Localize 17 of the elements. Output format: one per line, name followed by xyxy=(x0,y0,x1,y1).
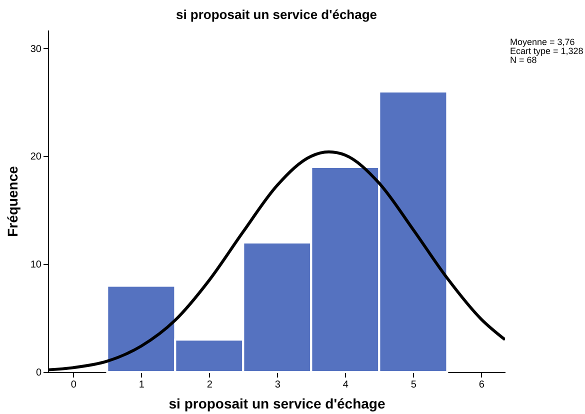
x-tick-label: 5 xyxy=(410,380,417,390)
x-tick-label: 1 xyxy=(138,380,145,390)
x-axis-title: si proposait un service d'échage xyxy=(168,396,386,412)
y-tick-label: 0 xyxy=(36,368,42,378)
y-tick-label: 30 xyxy=(30,44,42,55)
x-tick-label: 3 xyxy=(274,380,281,390)
y-tick-label: 20 xyxy=(30,152,42,163)
text: Ecart type = 1,328 xyxy=(510,46,584,56)
x-tick-label: 0 xyxy=(70,380,77,390)
x-tick-label: 6 xyxy=(478,380,485,390)
chart-title: si proposait un service d'échage xyxy=(176,7,378,22)
text: Moyenne = 3,76 xyxy=(510,37,575,47)
x-tick-label: 4 xyxy=(342,380,349,390)
y-tick-label: 10 xyxy=(30,260,42,271)
text: N = 68 xyxy=(510,55,537,65)
y-axis-title: Fréquence xyxy=(4,166,20,237)
x-tick-label: 2 xyxy=(206,380,213,390)
